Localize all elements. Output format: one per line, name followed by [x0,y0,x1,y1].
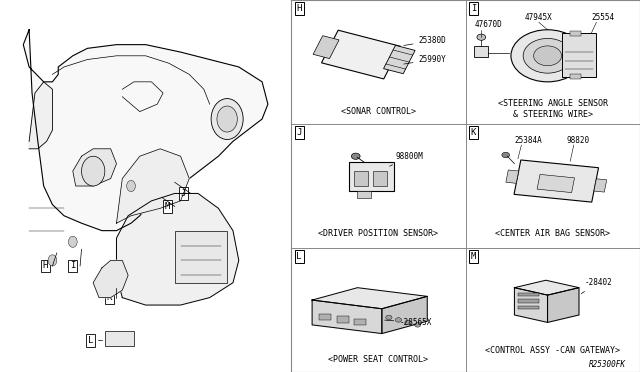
Circle shape [502,152,509,158]
Text: 98800M: 98800M [390,152,424,166]
Bar [570,31,580,36]
Bar [373,171,387,186]
Circle shape [534,46,561,66]
Polygon shape [29,82,52,149]
Bar [319,314,332,320]
Text: K: K [471,128,476,137]
Polygon shape [93,260,128,298]
Polygon shape [73,149,116,186]
Text: -28402: -28402 [581,278,612,294]
Text: 47945X: 47945X [525,13,553,22]
Bar [506,170,518,183]
Text: 25990Y: 25990Y [404,55,446,64]
Text: -28565X: -28565X [385,318,432,327]
Bar [383,45,415,74]
Text: J: J [180,189,186,198]
Text: <CENTER AIR BAG SENSOR>: <CENTER AIR BAG SENSOR> [495,229,611,238]
Text: 98820: 98820 [567,136,590,145]
Circle shape [477,34,486,40]
Text: <CONTROL ASSY -CAN GATEWAY>: <CONTROL ASSY -CAN GATEWAY> [485,346,620,355]
Text: R25300FK: R25300FK [589,360,626,369]
Bar [537,174,575,193]
Bar [570,74,580,79]
Bar [514,160,598,202]
Polygon shape [116,193,239,305]
Circle shape [386,315,392,320]
Text: K: K [106,293,112,302]
Text: H: H [42,262,48,270]
Polygon shape [382,296,428,334]
Circle shape [511,30,584,82]
Circle shape [415,323,420,327]
Text: 25384A: 25384A [515,136,542,145]
Text: M: M [164,202,170,211]
Bar [561,33,596,77]
Bar [354,319,366,326]
Circle shape [396,318,401,322]
Circle shape [48,255,57,266]
Polygon shape [23,30,268,231]
Text: J: J [296,128,302,137]
Text: 25554: 25554 [591,13,614,22]
Polygon shape [312,288,428,309]
Circle shape [405,320,411,325]
Polygon shape [116,149,189,223]
Bar [313,36,339,58]
Bar [337,317,349,323]
Circle shape [351,153,360,159]
Text: I: I [471,4,476,13]
Text: H: H [296,4,302,13]
Text: <POWER SEAT CONTROL>: <POWER SEAT CONTROL> [328,355,428,364]
Bar [354,171,368,186]
Bar [349,163,394,191]
Text: 25380D: 25380D [404,36,446,45]
Circle shape [211,99,243,140]
Bar [321,30,401,79]
Text: L: L [296,252,302,261]
Polygon shape [312,300,382,334]
Text: 47670D: 47670D [474,20,502,29]
Text: I: I [70,262,76,270]
Circle shape [68,236,77,247]
Polygon shape [548,288,579,323]
Bar [518,299,539,302]
Text: L: L [88,336,93,345]
Polygon shape [515,280,579,295]
Polygon shape [515,288,548,323]
Bar [358,191,371,198]
Text: M: M [471,252,476,261]
Bar [518,293,539,296]
Circle shape [523,38,572,73]
Bar [474,46,488,57]
Bar [105,331,134,346]
Text: <STEERING ANGLE SENSOR
& STEERING WIRE>: <STEERING ANGLE SENSOR & STEERING WIRE> [498,99,608,119]
Bar [594,179,607,192]
Circle shape [81,156,105,186]
Circle shape [127,180,136,192]
Text: <DRIVER POSITION SENSOR>: <DRIVER POSITION SENSOR> [319,229,438,238]
Text: <SONAR CONTROL>: <SONAR CONTROL> [341,107,416,116]
Bar [175,231,227,283]
Circle shape [217,106,237,132]
Bar [518,306,539,309]
